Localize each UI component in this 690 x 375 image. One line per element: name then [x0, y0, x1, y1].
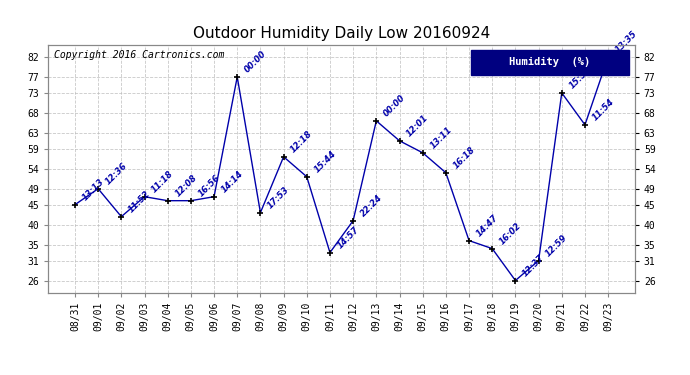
- Text: 15:58: 15:58: [567, 65, 593, 91]
- Text: Humidity  (%): Humidity (%): [509, 57, 591, 68]
- Text: 12:59: 12:59: [544, 233, 569, 258]
- Text: 11:52: 11:52: [127, 189, 152, 214]
- Text: 13:35: 13:35: [613, 30, 639, 55]
- Text: 00:00: 00:00: [382, 93, 407, 118]
- Text: 13:13: 13:13: [81, 177, 106, 203]
- FancyBboxPatch shape: [471, 50, 629, 75]
- Title: Outdoor Humidity Daily Low 20160924: Outdoor Humidity Daily Low 20160924: [193, 26, 490, 41]
- Text: 16:56: 16:56: [197, 173, 221, 198]
- Text: 17:53: 17:53: [266, 185, 291, 210]
- Text: 00:00: 00:00: [243, 50, 268, 75]
- Text: Copyright 2016 Cartronics.com: Copyright 2016 Cartronics.com: [55, 50, 224, 60]
- Text: 16:02: 16:02: [497, 221, 523, 246]
- Text: 12:01: 12:01: [405, 113, 431, 139]
- Text: 12:37: 12:37: [521, 253, 546, 278]
- Text: 14:47: 14:47: [475, 213, 500, 238]
- Text: 11:54: 11:54: [591, 97, 616, 123]
- Text: 12:36: 12:36: [104, 161, 129, 186]
- Text: 12:08: 12:08: [173, 173, 199, 198]
- Text: 22:24: 22:24: [359, 193, 384, 219]
- Text: 15:44: 15:44: [313, 149, 337, 175]
- Text: 14:57: 14:57: [335, 225, 361, 251]
- Text: 14:14: 14:14: [219, 169, 245, 195]
- Text: 12:18: 12:18: [289, 129, 315, 154]
- Text: 11:18: 11:18: [150, 169, 175, 195]
- Text: 13:11: 13:11: [428, 125, 453, 151]
- Text: 16:18: 16:18: [451, 145, 477, 171]
